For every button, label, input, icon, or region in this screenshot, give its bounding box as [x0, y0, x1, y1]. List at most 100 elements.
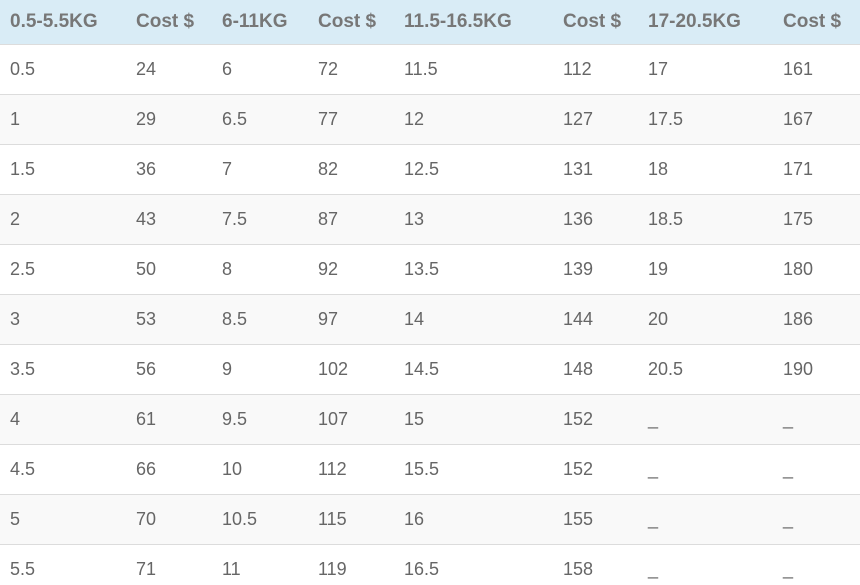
- table-row: 2.5 50 8 92 13.5 139 19 180: [0, 244, 860, 295]
- header-cell: 0.5-5.5KG: [0, 0, 126, 45]
- table-cell: 4: [0, 394, 126, 445]
- table-cell: 8: [212, 244, 308, 295]
- header-cell: Cost $: [773, 0, 860, 45]
- table-cell: 180: [773, 244, 860, 295]
- table-row: 0.5 24 6 72 11.5 112 17 161: [0, 44, 860, 95]
- table-cell: 97: [308, 294, 394, 345]
- table-cell: 12: [394, 94, 553, 145]
- table-cell: 1.5: [0, 144, 126, 195]
- table-cell: 20: [638, 294, 773, 345]
- table-cell: 2: [0, 194, 126, 245]
- table-cell: 16.5: [394, 544, 553, 585]
- table-cell: _: [773, 494, 860, 545]
- table-cell: 3: [0, 294, 126, 345]
- table-cell: 11.5: [394, 44, 553, 95]
- table-cell: 8.5: [212, 294, 308, 345]
- table-cell: 7.5: [212, 194, 308, 245]
- table-cell: 92: [308, 244, 394, 295]
- table-cell: 112: [553, 44, 638, 95]
- table-cell: 10.5: [212, 494, 308, 545]
- table-row: 1.5 36 7 82 12.5 131 18 171: [0, 144, 860, 195]
- table-cell: _: [773, 544, 860, 585]
- table-cell: 71: [126, 544, 212, 585]
- table-cell: 131: [553, 144, 638, 195]
- table-cell: 53: [126, 294, 212, 345]
- table-cell: 3.5: [0, 344, 126, 395]
- table-cell: 36: [126, 144, 212, 195]
- table-row: 5 70 10.5 115 16 155 _ _: [0, 494, 860, 545]
- table-cell: 5.5: [0, 544, 126, 585]
- table-cell: _: [773, 444, 860, 495]
- table-cell: 155: [553, 494, 638, 545]
- table-cell: 139: [553, 244, 638, 295]
- header-cell: 11.5-16.5KG: [394, 0, 553, 45]
- table-cell: 107: [308, 394, 394, 445]
- table-row: 2 43 7.5 87 13 136 18.5 175: [0, 194, 860, 245]
- table-cell: 5: [0, 494, 126, 545]
- table-cell: 186: [773, 294, 860, 345]
- table-cell: 136: [553, 194, 638, 245]
- header-cell: 17-20.5KG: [638, 0, 773, 45]
- table-cell: 144: [553, 294, 638, 345]
- table-cell: 72: [308, 44, 394, 95]
- table-cell: 6: [212, 44, 308, 95]
- table-cell: 17: [638, 44, 773, 95]
- table-cell: 19: [638, 244, 773, 295]
- table-cell: 119: [308, 544, 394, 585]
- table-cell: _: [638, 494, 773, 545]
- header-cell: Cost $: [308, 0, 394, 45]
- table-cell: 61: [126, 394, 212, 445]
- table-cell: 112: [308, 444, 394, 495]
- table-cell: _: [773, 394, 860, 445]
- table-cell: 18: [638, 144, 773, 195]
- table-cell: 9.5: [212, 394, 308, 445]
- table-cell: _: [638, 394, 773, 445]
- table-cell: 190: [773, 344, 860, 395]
- table-cell: 152: [553, 394, 638, 445]
- table-cell: 0.5: [0, 44, 126, 95]
- header-cell: Cost $: [553, 0, 638, 45]
- table-cell: 87: [308, 194, 394, 245]
- table-cell: 148: [553, 344, 638, 395]
- header-cell: 6-11KG: [212, 0, 308, 45]
- table-cell: 102: [308, 344, 394, 395]
- table-cell: 13.5: [394, 244, 553, 295]
- table-cell: 7: [212, 144, 308, 195]
- table-cell: 43: [126, 194, 212, 245]
- table-cell: 1: [0, 94, 126, 145]
- header-row: 0.5-5.5KG Cost $6-11KG Cost $11.5-16.5KG Co…: [0, 0, 860, 45]
- table-row: 5.5 71 11 119 16.5 158 _ _: [0, 544, 860, 585]
- table-cell: 175: [773, 194, 860, 245]
- table-cell: 11: [212, 544, 308, 585]
- table-cell: 66: [126, 444, 212, 495]
- table-cell: 18.5: [638, 194, 773, 245]
- table-cell: 152: [553, 444, 638, 495]
- table-cell: 15: [394, 394, 553, 445]
- table-cell: 20.5: [638, 344, 773, 395]
- table-cell: 161: [773, 44, 860, 95]
- table-cell: 14.5: [394, 344, 553, 395]
- table-cell: _: [638, 444, 773, 495]
- table-body: 0.5 24 6 72 11.5 112 17 161 1 29 6.5 77 12 127 17.5 167…: [0, 44, 860, 585]
- table-cell: 6.5: [212, 94, 308, 145]
- table-cell: 9: [212, 344, 308, 395]
- table-cell: _: [638, 544, 773, 585]
- header-cell: Cost $: [126, 0, 212, 45]
- table-cell: 17.5: [638, 94, 773, 145]
- table-cell: 4.5: [0, 444, 126, 495]
- table-row: 3.5 56 9 102 14.5 148 20.5 190: [0, 344, 860, 395]
- table-cell: 115: [308, 494, 394, 545]
- table-cell: 15.5: [394, 444, 553, 495]
- table-row: 1 29 6.5 77 12 127 17.5 167: [0, 94, 860, 145]
- table-cell: 2.5: [0, 244, 126, 295]
- table-cell: 24: [126, 44, 212, 95]
- table-cell: 158: [553, 544, 638, 585]
- table-row: 4 61 9.5 107 15 152 _ _: [0, 394, 860, 445]
- table-cell: 167: [773, 94, 860, 145]
- table-cell: 56: [126, 344, 212, 395]
- table-cell: 29: [126, 94, 212, 145]
- table-row: 3 53 8.5 97 14 144 20 186: [0, 294, 860, 345]
- table-cell: 70: [126, 494, 212, 545]
